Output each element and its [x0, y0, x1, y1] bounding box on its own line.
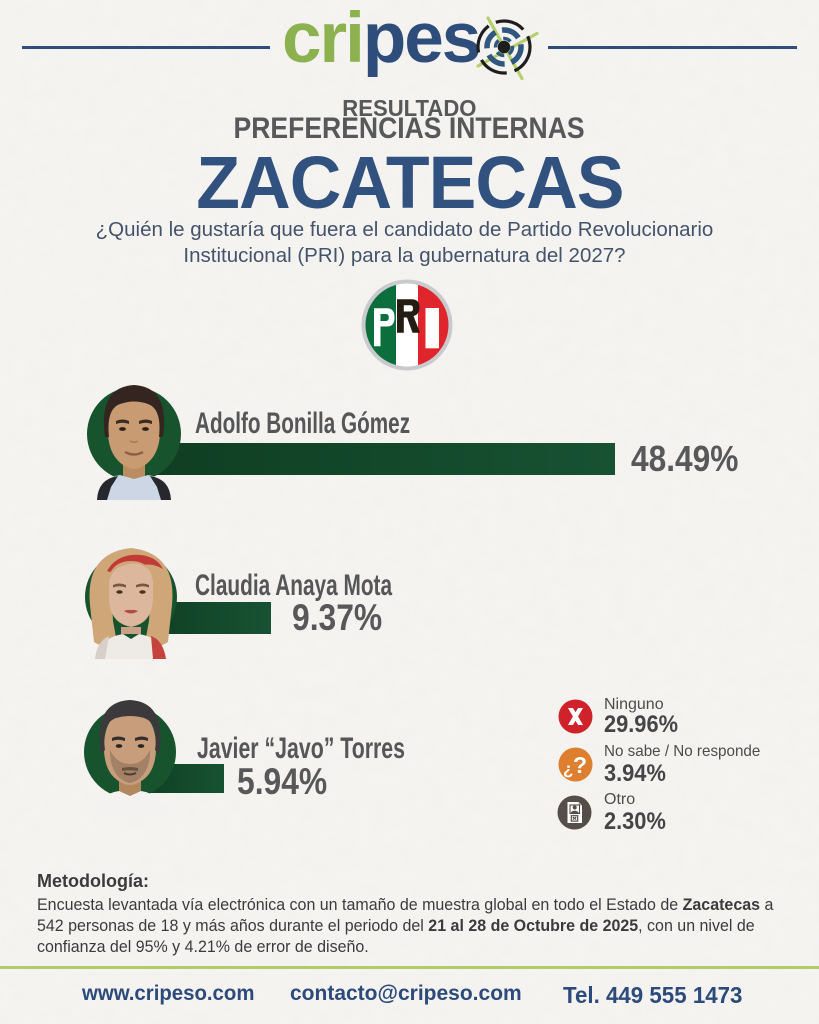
svg-text:¿: ¿	[563, 759, 573, 778]
svg-text:?: ?	[573, 752, 587, 778]
